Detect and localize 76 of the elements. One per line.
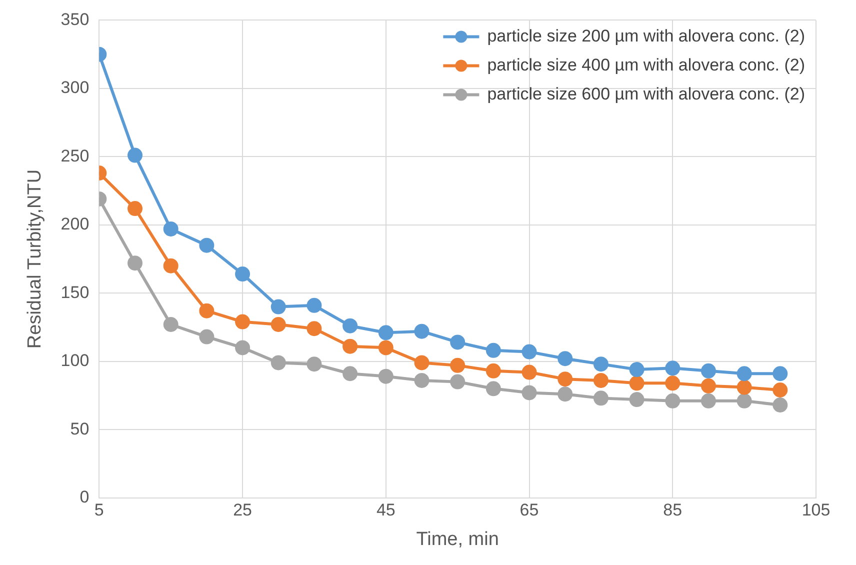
point bbox=[378, 325, 394, 340]
point bbox=[486, 363, 501, 378]
point bbox=[199, 329, 214, 344]
point bbox=[450, 374, 466, 390]
point bbox=[700, 393, 716, 408]
point bbox=[270, 355, 286, 370]
point bbox=[522, 385, 537, 400]
point bbox=[450, 358, 466, 373]
point bbox=[270, 317, 286, 332]
point bbox=[199, 303, 214, 318]
point bbox=[450, 334, 466, 350]
legend-label: particle size 400 µm with alovera conc. (2) bbox=[487, 55, 805, 74]
point bbox=[593, 390, 608, 406]
y-tick-label: 150 bbox=[60, 282, 90, 302]
point bbox=[736, 366, 752, 382]
point bbox=[414, 372, 430, 388]
point bbox=[486, 381, 501, 396]
point bbox=[378, 340, 394, 356]
point bbox=[128, 201, 143, 216]
y-axis-title: Residual Turbity,NTU bbox=[24, 169, 46, 349]
y-tick-label: 100 bbox=[60, 351, 90, 370]
point bbox=[665, 360, 680, 376]
point bbox=[772, 366, 788, 382]
point bbox=[772, 398, 788, 413]
x-tick-label: 105 bbox=[802, 500, 830, 520]
point bbox=[128, 256, 143, 271]
point bbox=[270, 299, 286, 314]
point bbox=[306, 356, 322, 372]
x-tick-label: 5 bbox=[94, 500, 104, 520]
point bbox=[593, 356, 608, 372]
x-tick-label: 85 bbox=[663, 500, 682, 520]
point bbox=[700, 363, 716, 378]
point bbox=[306, 321, 322, 336]
point bbox=[629, 376, 644, 391]
point bbox=[163, 317, 178, 332]
y-tick-label: 250 bbox=[60, 146, 90, 166]
point bbox=[235, 314, 250, 330]
point bbox=[665, 376, 680, 391]
y-tick-label: 350 bbox=[60, 10, 90, 29]
point bbox=[342, 318, 358, 334]
point bbox=[414, 355, 430, 370]
point bbox=[593, 372, 608, 388]
point bbox=[736, 393, 752, 408]
point bbox=[306, 298, 322, 313]
legend-label: particle size 600 µm with alovera conc. (2) bbox=[487, 84, 805, 104]
point bbox=[558, 351, 573, 366]
point bbox=[736, 380, 752, 395]
point bbox=[199, 238, 214, 253]
point bbox=[128, 148, 143, 163]
point bbox=[235, 340, 250, 356]
point bbox=[522, 364, 537, 380]
point bbox=[163, 221, 178, 236]
point bbox=[342, 366, 358, 382]
point bbox=[342, 338, 358, 354]
x-tick-label: 45 bbox=[376, 500, 396, 520]
point bbox=[235, 266, 250, 282]
point bbox=[558, 386, 573, 402]
y-tick-label: 0 bbox=[80, 487, 90, 506]
point bbox=[486, 342, 501, 358]
point bbox=[378, 368, 394, 384]
x-tick-label: 65 bbox=[520, 500, 539, 520]
y-tick-label: 300 bbox=[60, 78, 90, 98]
point bbox=[522, 344, 537, 360]
point bbox=[629, 392, 644, 408]
point bbox=[629, 362, 644, 378]
x-tick-label: 25 bbox=[233, 500, 252, 520]
point bbox=[700, 378, 716, 394]
point bbox=[772, 382, 788, 398]
point bbox=[558, 372, 573, 387]
y-tick-label: 200 bbox=[60, 214, 90, 234]
y-tick-label: 50 bbox=[70, 419, 90, 438]
legend-label: particle size 200 µm with alovera conc. (2) bbox=[487, 26, 805, 46]
x-axis-title: Time, min bbox=[416, 528, 499, 550]
point bbox=[665, 393, 680, 408]
point bbox=[414, 324, 430, 339]
point bbox=[163, 258, 178, 274]
